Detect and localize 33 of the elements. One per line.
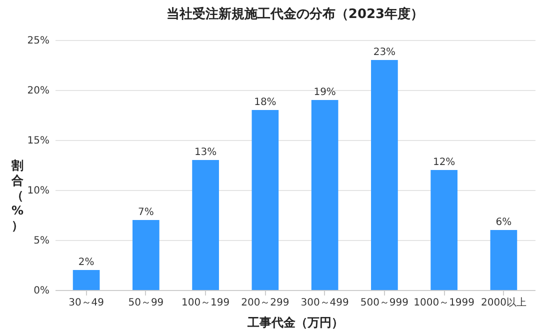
data-label: 23% xyxy=(373,47,396,58)
y-tick-label: 25% xyxy=(27,36,50,46)
data-label: 6% xyxy=(496,217,512,228)
y-tick-label: 5% xyxy=(34,236,50,246)
x-tick-label: 1000～1999 xyxy=(414,298,475,308)
bar xyxy=(132,220,160,290)
data-label: 18% xyxy=(254,97,276,108)
y-tick-label: 15% xyxy=(27,136,50,146)
y-tick-label: 10% xyxy=(27,186,50,196)
x-tick-label: 200～299 xyxy=(241,298,290,308)
x-tick-label: 30～49 xyxy=(68,298,104,308)
data-label: 2% xyxy=(78,257,94,268)
bar xyxy=(430,170,458,290)
bar xyxy=(252,110,279,290)
bar xyxy=(490,230,518,290)
x-tick-label: 300～499 xyxy=(300,298,349,308)
data-label: 19% xyxy=(314,87,336,98)
bar xyxy=(192,160,219,290)
x-tick-label: 100～199 xyxy=(181,298,230,308)
x-tick-label: 2000以上 xyxy=(480,296,526,308)
x-tick-label: 50～99 xyxy=(128,298,164,308)
data-label: 12% xyxy=(432,157,456,168)
y-tick-label: 0% xyxy=(34,286,50,296)
data-label: 7% xyxy=(138,207,154,218)
data-label: 13% xyxy=(194,147,217,158)
y-tick-label: 20% xyxy=(27,86,50,96)
bar xyxy=(311,100,338,290)
bar xyxy=(72,270,100,290)
chart-title: 当社受注新規施工代金の分布（2023年度） xyxy=(166,6,424,22)
x-axis-title: 工事代金（万円） xyxy=(246,316,344,330)
y-axis-title: 割合（%） xyxy=(10,158,24,232)
x-tick-label: 500～999 xyxy=(360,298,409,308)
bar xyxy=(371,60,398,290)
